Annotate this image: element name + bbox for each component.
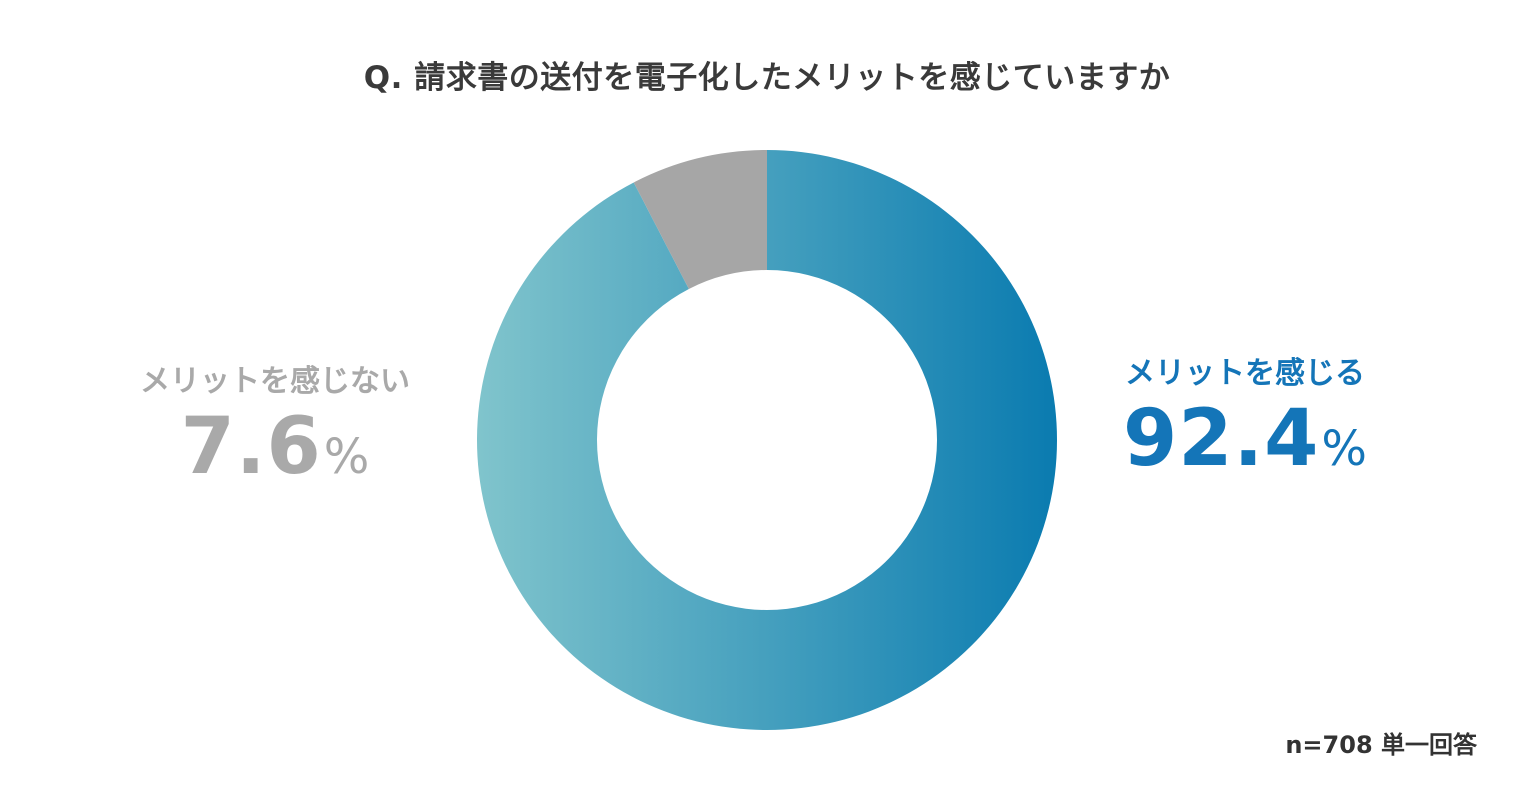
label-merit-name: メリットを感じる: [1125, 356, 1365, 391]
label-merit-value-line: 92.4%: [1090, 400, 1400, 478]
slice-merit: [477, 150, 1057, 730]
chart-title: Q. 請求書の送付を電子化したメリットを感じていますか: [363, 60, 1171, 96]
label-no-merit: メリットを感じない 7.6%: [120, 356, 430, 486]
label-merit-unit: %: [1321, 421, 1368, 477]
label-no-merit-value-line: 7.6%: [120, 408, 430, 486]
sample-note: n=708 単一回答: [1285, 731, 1477, 759]
label-no-merit-value: 7.6: [180, 402, 322, 492]
label-merit-value: 92.4: [1122, 394, 1320, 484]
label-merit: メリットを感じる 92.4%: [1090, 348, 1400, 478]
label-no-merit-unit: %: [323, 429, 370, 485]
label-no-merit-name: メリットを感じない: [140, 364, 410, 399]
slice-no-merit: [633, 150, 767, 290]
